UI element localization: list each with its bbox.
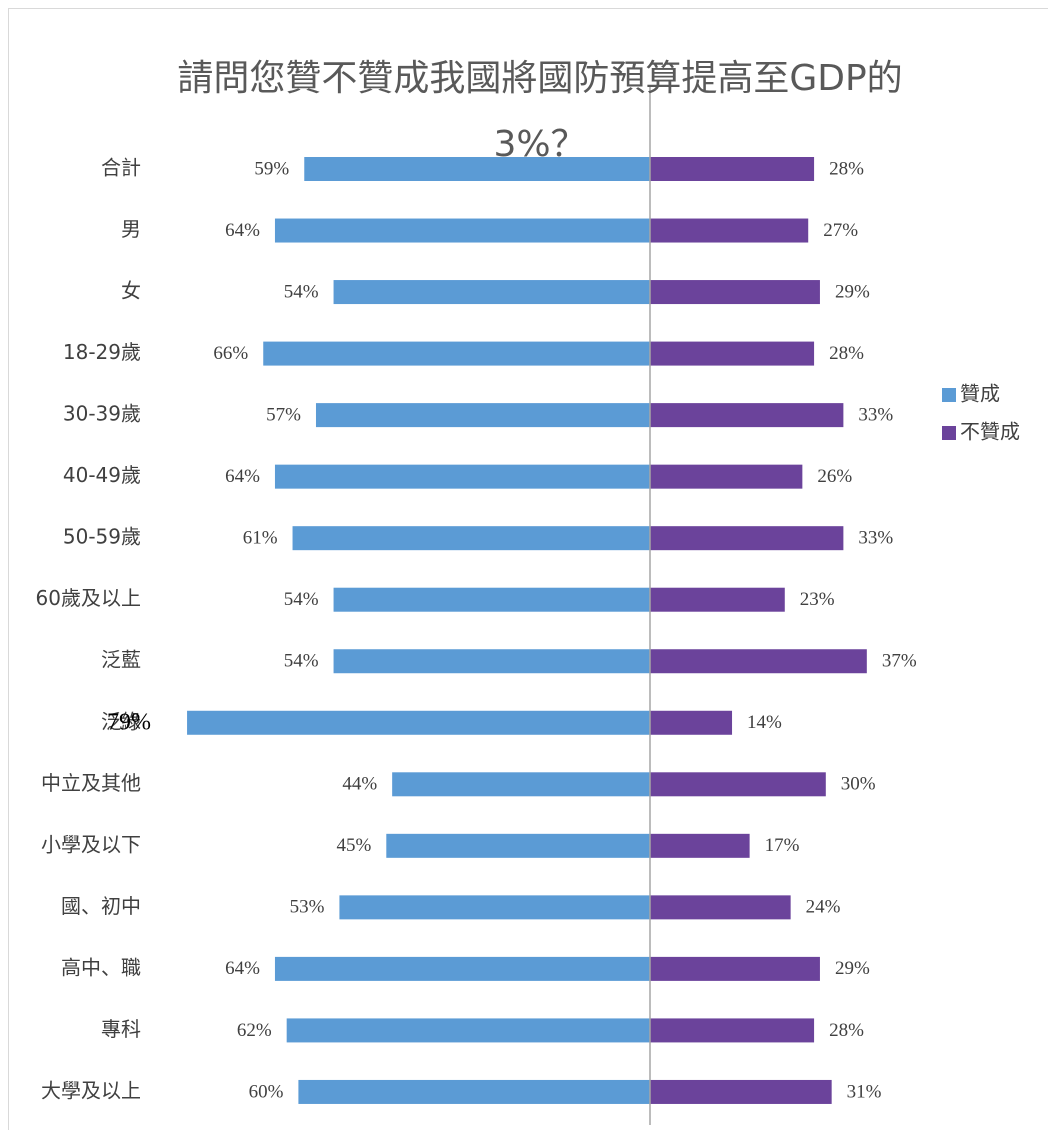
category-label: 女 <box>121 279 141 303</box>
category-label: 大學及以上 <box>41 1078 141 1102</box>
category-label: 30-39歲 <box>63 402 141 426</box>
bar <box>333 649 650 674</box>
category-label: 男 <box>121 217 141 241</box>
data-label: 64% <box>225 220 260 241</box>
bar <box>650 464 803 489</box>
data-label: 45% <box>336 835 371 856</box>
data-label: 14% <box>747 712 782 733</box>
category-label: 國、初中 <box>61 894 141 918</box>
data-label: 54% <box>284 651 319 672</box>
category-label: 小學及以下 <box>41 832 141 856</box>
data-label: 30% <box>841 774 876 795</box>
legend-swatch <box>942 388 956 402</box>
bar <box>650 649 867 674</box>
bar <box>650 587 785 612</box>
data-label: 59% <box>254 158 289 179</box>
bar <box>650 157 815 181</box>
bar <box>292 526 650 551</box>
data-label: 79% <box>107 709 151 735</box>
data-label: 26% <box>817 466 852 487</box>
bar <box>274 956 650 981</box>
data-label: 31% <box>847 1081 882 1102</box>
bar <box>650 895 791 920</box>
data-label: 33% <box>858 404 893 425</box>
bar <box>650 833 750 858</box>
bar <box>650 341 815 366</box>
data-label: 29% <box>835 281 870 302</box>
bar <box>650 526 844 551</box>
category-label: 高中、職 <box>61 955 141 979</box>
bar <box>263 341 650 366</box>
category-label: 60歲及以上 <box>36 586 141 610</box>
category-label: 18-29歲 <box>63 340 141 364</box>
bar <box>650 1018 815 1043</box>
bar <box>650 772 826 797</box>
data-label: 23% <box>800 589 835 610</box>
legend-label: 不贊成 <box>960 420 1020 444</box>
bar <box>650 956 820 981</box>
data-label: 44% <box>342 774 377 795</box>
bar <box>274 218 650 243</box>
data-label: 60% <box>249 1081 284 1102</box>
legend-swatch <box>942 426 956 440</box>
data-label: 33% <box>858 528 893 549</box>
data-label: 29% <box>835 958 870 979</box>
chart-border <box>8 8 1048 1130</box>
bar <box>650 710 733 735</box>
data-label: 37% <box>882 651 917 672</box>
data-label: 28% <box>829 1020 864 1041</box>
data-label: 54% <box>284 589 319 610</box>
bar <box>187 710 650 735</box>
bar <box>298 1079 650 1104</box>
bar <box>650 218 809 243</box>
category-label: 專科 <box>101 1017 141 1041</box>
bar <box>650 280 820 305</box>
data-label: 57% <box>266 404 301 425</box>
bar <box>274 464 650 489</box>
data-label: 61% <box>243 528 278 549</box>
data-label: 27% <box>823 220 858 241</box>
data-label: 64% <box>225 958 260 979</box>
bar <box>286 1018 650 1043</box>
data-label: 64% <box>225 466 260 487</box>
data-label: 62% <box>237 1020 272 1041</box>
data-label: 54% <box>284 281 319 302</box>
category-label: 合計 <box>101 156 141 180</box>
category-label: 中立及其他 <box>41 771 141 795</box>
category-label: 泛綠 <box>101 709 141 733</box>
category-label: 50-59歲 <box>63 525 141 549</box>
bar <box>315 403 650 428</box>
bar <box>386 833 650 858</box>
data-label: 24% <box>806 897 841 918</box>
chart-title: 請問您贊不贊成我國將國防預算提高至GDP的3%？ <box>177 58 903 165</box>
bar <box>304 157 650 181</box>
bar <box>650 403 844 428</box>
bar <box>392 772 650 797</box>
data-label: 28% <box>829 158 864 179</box>
data-label: 53% <box>290 897 325 918</box>
bar <box>333 587 650 612</box>
data-label: 66% <box>213 343 248 364</box>
bar <box>650 1079 832 1104</box>
category-label: 40-49歲 <box>63 463 141 487</box>
bar <box>333 280 650 305</box>
bar <box>339 895 650 920</box>
data-label: 17% <box>765 835 800 856</box>
category-label: 泛藍 <box>101 648 141 672</box>
data-label: 28% <box>829 343 864 364</box>
legend-label: 贊成 <box>960 382 1000 406</box>
